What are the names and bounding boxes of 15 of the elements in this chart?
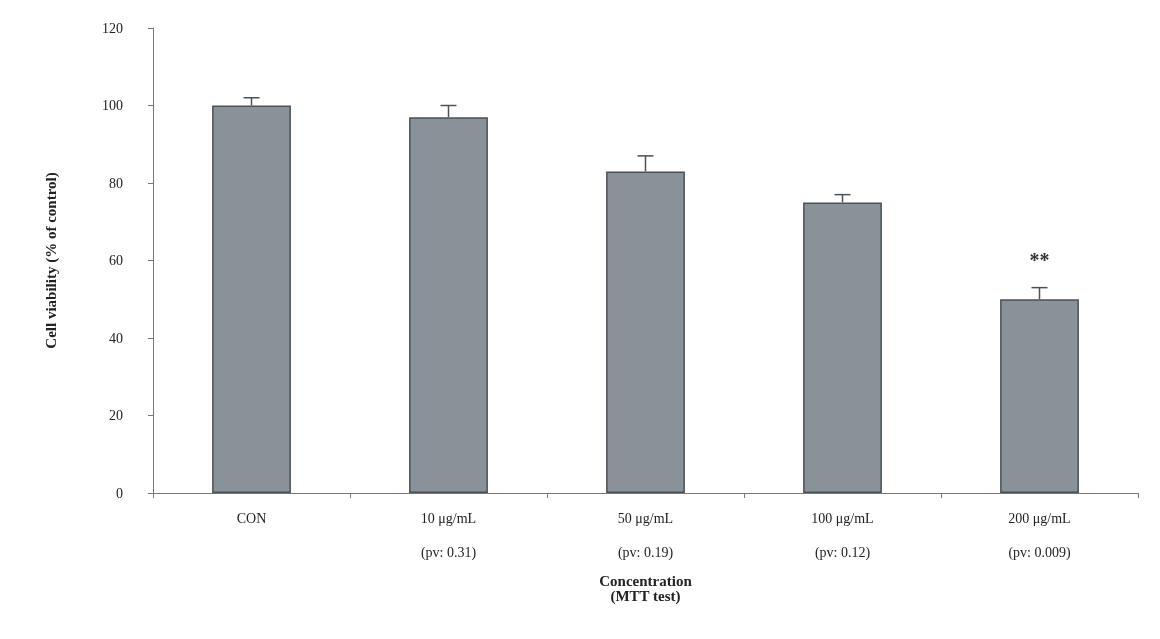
annotation: ** xyxy=(1029,248,1050,271)
x-axis-title: Concentration (MTT test) xyxy=(599,573,693,606)
x-tick-label: CON xyxy=(236,510,267,526)
y-tick-label: 80 xyxy=(109,175,123,191)
category-label: 200 μg/mL (pv: 0.009) xyxy=(1008,510,1071,560)
y-tick-label: 120 xyxy=(102,20,123,36)
y-axis-title: Cell viability (% of control) xyxy=(42,172,60,349)
category-label: 10 μg/mL (pv: 0.31) xyxy=(420,510,477,560)
y-tick-label: 40 xyxy=(109,330,123,346)
y-tick-label: 0 xyxy=(116,485,123,501)
y-tick-label: 20 xyxy=(109,408,123,423)
category-label: 100 μg/mL (pv: 0.12) xyxy=(811,510,874,560)
y-tick-label: 60 xyxy=(109,253,123,268)
y-tick-label: 100 xyxy=(102,98,123,113)
category-label: 50 μg/mL (pv: 0.19) xyxy=(617,510,674,560)
